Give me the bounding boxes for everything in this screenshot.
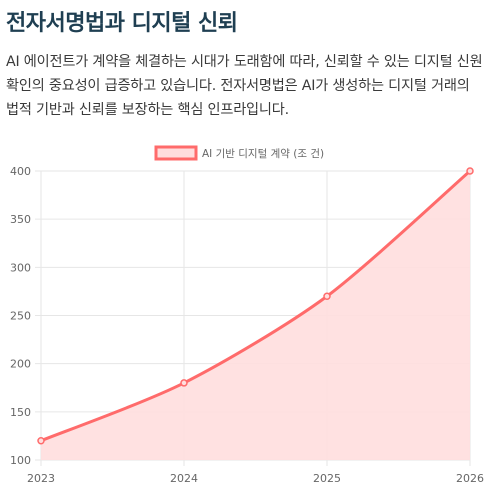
series-line <box>39 169 472 443</box>
y-tick-label: 200 <box>10 358 31 371</box>
x-tick-label: 2025 <box>313 472 341 485</box>
y-tick-label: 100 <box>10 454 31 467</box>
intro-paragraph: AI 에이전트가 계약을 체결하는 시대가 도래함에 따라, 신뢰할 수 있는 … <box>6 54 483 118</box>
chart-axes: 100 150 200 250 300 350 400 2023 2024 2025 2026 <box>10 165 484 485</box>
series-area-fill <box>41 171 470 460</box>
y-tick-label: 400 <box>10 165 31 178</box>
chart-points <box>37 167 474 445</box>
y-tick-label: 300 <box>10 261 31 274</box>
legend-label: AI 기반 디지털 계약 (조 건) <box>202 148 324 160</box>
data-point[interactable] <box>323 292 331 300</box>
data-point[interactable] <box>466 167 474 175</box>
x-tick-label: 2026 <box>456 472 484 485</box>
y-tick-label: 250 <box>10 310 31 323</box>
x-tick-label: 2023 <box>27 472 55 485</box>
y-tick-label: 350 <box>10 213 31 226</box>
chart-area <box>39 169 472 460</box>
y-tick-label: 150 <box>10 406 31 419</box>
page-title: 전자서명법과 디지털 신뢰 <box>6 11 238 36</box>
legend-swatch <box>154 145 198 161</box>
x-tick-label: 2024 <box>170 472 198 485</box>
data-point[interactable] <box>37 436 45 445</box>
chart-legend[interactable]: AI 기반 디지털 계약 (조 건) <box>154 145 324 161</box>
data-point[interactable] <box>180 379 188 387</box>
contracts-area-chart: AI 기반 디지털 계약 (조 건) 100 150 200 250 300 350 400… <box>10 145 484 485</box>
